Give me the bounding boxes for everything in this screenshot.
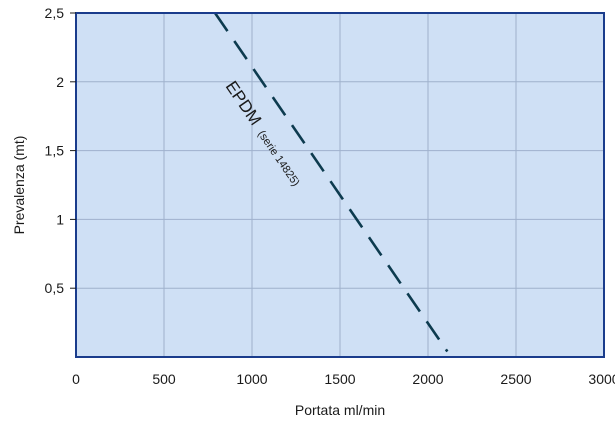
y-tick-label-3: 2 [56, 74, 64, 90]
x-tick-label-1: 500 [152, 371, 176, 387]
y-axis-ticks: 0,5 1 1,5 2 2,5 [45, 5, 76, 296]
y-tick-label-1: 1 [56, 211, 64, 227]
y-tick-label-4: 2,5 [45, 5, 65, 21]
x-tick-label-4: 2000 [412, 371, 443, 387]
y-axis-label: Prevalenza (mt) [11, 136, 27, 235]
x-tick-label-5: 2500 [500, 371, 531, 387]
plot-border [75, 12, 605, 358]
x-tick-label-3: 1500 [324, 371, 355, 387]
x-tick-label-0: 0 [72, 371, 80, 387]
series-group [213, 12, 449, 353]
y-tick-label-0: 0,5 [45, 280, 65, 296]
x-axis-label: Portata ml/min [295, 402, 385, 418]
grid-lines [76, 13, 604, 357]
series-line-0 [213, 12, 449, 353]
y-tick-label-2: 1,5 [45, 143, 65, 159]
x-tick-label-2: 1000 [236, 371, 267, 387]
